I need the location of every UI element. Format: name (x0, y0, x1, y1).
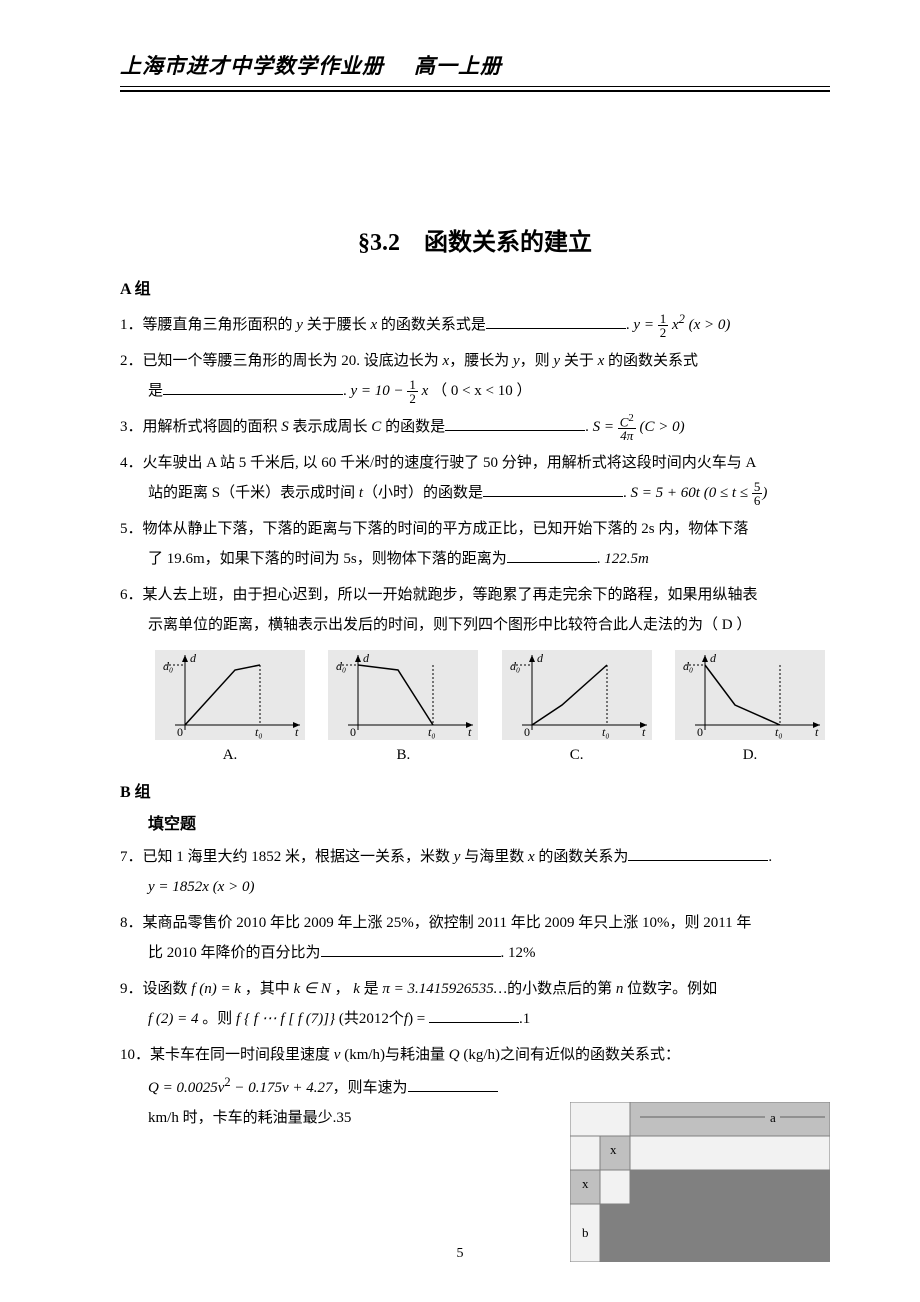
graph-a: d d₀ 0 t₀ t A. (150, 650, 310, 764)
blank (429, 1007, 519, 1023)
problem-7: 7．已知 1 海里大约 1852 米，根据这一关系，米数 y 与海里数 x 的函… (120, 842, 830, 902)
svg-text:0: 0 (697, 725, 703, 739)
svg-text:t: t (295, 725, 299, 739)
svg-text:a: a (770, 1110, 776, 1125)
svg-text:d₀: d₀ (510, 659, 520, 673)
blank (321, 941, 501, 957)
svg-text:t: t (468, 725, 472, 739)
group-b-label: B 组 (120, 778, 830, 802)
blank (483, 481, 623, 497)
header-right: 高一上册 (414, 50, 502, 80)
header-left: 上海市进才中学数学作业册 (120, 50, 384, 80)
svg-text:t: t (642, 725, 646, 739)
blank (445, 415, 585, 431)
blank (163, 379, 343, 395)
blank (628, 845, 768, 861)
graphs-row: d d₀ 0 t₀ t A. d d₀ 0 t₀ t (150, 650, 830, 764)
group-a-label: A 组 (120, 275, 830, 299)
fill-label: 填空题 (148, 810, 830, 834)
problem-6: 6．某人去上班，由于担心迟到，所以一开始就跑步，等跑累了再走完余下的路程，如果用… (120, 580, 830, 640)
svg-text:x: x (582, 1176, 589, 1191)
section-title: §3.2 函数关系的建立 (120, 222, 830, 257)
svg-text:t₀: t₀ (255, 725, 263, 739)
svg-text:d₀: d₀ (336, 659, 346, 673)
blank (408, 1076, 498, 1092)
blank (507, 547, 597, 563)
svg-text:d: d (363, 651, 370, 665)
svg-text:x: x (610, 1142, 617, 1157)
svg-text:0: 0 (177, 725, 183, 739)
page-header: 上海市进才中学数学作业册 高一上册 (120, 50, 830, 92)
svg-text:0: 0 (524, 725, 530, 739)
svg-text:d: d (190, 651, 197, 665)
problem-8: 8．某商品零售价 2010 年比 2009 年上涨 25%，欲控制 2011 年… (120, 908, 830, 968)
problem-5: 5．物体从静止下落，下落的距离与下落的时间的平方成正比，已知开始下落的 2s 内… (120, 514, 830, 574)
blank (486, 313, 626, 329)
graph-b: d d₀ 0 t₀ t B. (323, 650, 483, 764)
page-number: 5 (457, 1246, 464, 1262)
graph-d: d d₀ 0 t₀ t D. (670, 650, 830, 764)
problem-2: 2．已知一个等腰三角形的周长为 20. 设底边长为 x，腰长为 y，则 y 关于… (120, 346, 830, 406)
svg-text:t₀: t₀ (602, 725, 610, 739)
problem-9: 9．设函数 f (n) = k ，其中 k ∈ N ， k 是 π = 3.14… (120, 974, 830, 1034)
svg-text:0: 0 (350, 725, 356, 739)
svg-text:d₀: d₀ (683, 659, 693, 673)
problem-4: 4．火车驶出 A 站 5 千米后, 以 60 千米/时的速度行驶了 50 分钟，… (120, 448, 830, 508)
svg-text:t₀: t₀ (775, 725, 783, 739)
svg-text:d₀: d₀ (163, 659, 173, 673)
svg-text:t: t (815, 725, 819, 739)
svg-text:d: d (710, 651, 717, 665)
svg-text:b: b (582, 1225, 589, 1240)
svg-text:t₀: t₀ (428, 725, 436, 739)
svg-text:d: d (537, 651, 544, 665)
graph-c: d d₀ 0 t₀ t C. (497, 650, 657, 764)
problem-3: 3．用解析式将圆的面积 S 表示成周长 C 的函数是. S = C24π (C … (120, 412, 830, 442)
problem-1: 1．等腰直角三角形面积的 y 关于腰长 x 的函数关系式是. y = 12 x2… (120, 307, 830, 340)
bottom-diagram: a x x b (570, 1102, 830, 1262)
